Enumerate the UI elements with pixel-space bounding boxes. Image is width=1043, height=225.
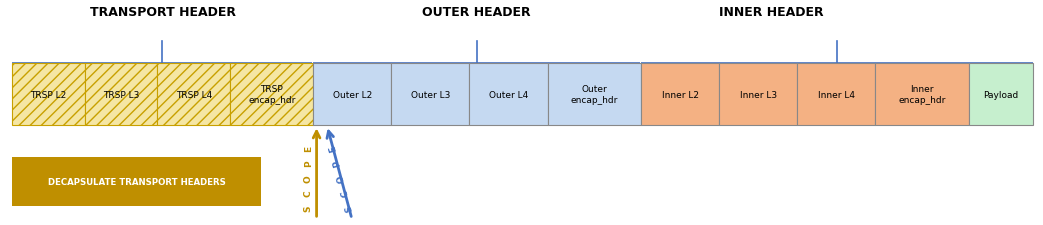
Text: TRSP L4: TRSP L4 [175,90,212,99]
Text: P: P [332,159,342,167]
Text: P: P [304,160,313,166]
Bar [84,64,157,126]
Bar [157,64,231,126]
Text: OUTER HEADER: OUTER HEADER [422,6,531,19]
Text: DECAPSULATE TRANSPORT HEADERS: DECAPSULATE TRANSPORT HEADERS [48,177,225,186]
Text: TRSP L2: TRSP L2 [30,90,67,99]
Text: E: E [304,145,313,151]
Bar [391,64,469,126]
Bar [719,64,797,126]
Text: Inner L2: Inner L2 [661,90,699,99]
Bar [548,64,641,126]
Bar [314,64,391,126]
Bar [641,64,719,126]
Text: S: S [344,204,355,212]
Bar [797,64,875,126]
Bar [875,64,969,126]
Text: Outer
encap_hdr: Outer encap_hdr [571,85,618,104]
Text: S: S [304,205,313,211]
Text: Payload: Payload [984,90,1019,99]
Text: TRSP
encap_hdr: TRSP encap_hdr [248,85,295,104]
Text: C: C [304,190,313,196]
Bar [11,64,84,126]
Text: TRANSPORT HEADER: TRANSPORT HEADER [90,6,236,19]
Text: O: O [304,174,313,182]
Text: Outer L3: Outer L3 [411,90,451,99]
Bar [969,64,1034,126]
Bar [231,64,314,126]
Text: O: O [336,173,346,183]
Text: Outer L2: Outer L2 [333,90,372,99]
Text: Inner L3: Inner L3 [739,90,777,99]
Text: E: E [328,144,338,152]
Text: Inner
encap_hdr: Inner encap_hdr [898,85,946,104]
Text: Inner L4: Inner L4 [818,90,854,99]
Text: TRSP L3: TRSP L3 [103,90,139,99]
Text: INNER HEADER: INNER HEADER [719,6,824,19]
Text: Outer L4: Outer L4 [489,90,528,99]
Bar [469,64,548,126]
Bar [11,157,262,206]
Text: C: C [340,189,350,197]
